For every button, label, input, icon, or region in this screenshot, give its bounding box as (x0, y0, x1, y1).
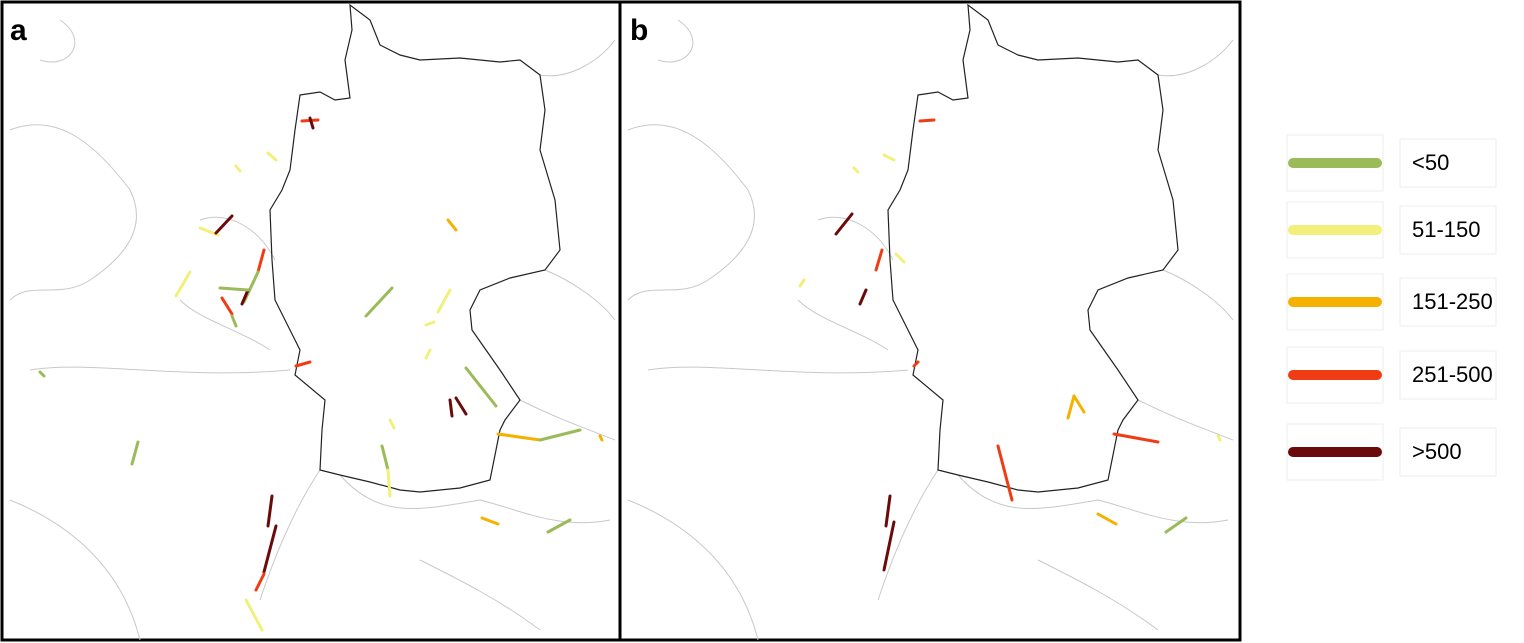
panel-label: b (630, 14, 648, 47)
legend-label: 51-150 (1412, 217, 1481, 242)
panel-frame (618, 0, 1242, 642)
legend-label: 251-500 (1412, 362, 1493, 387)
panel-label: a (10, 14, 27, 47)
legend-label-box (1399, 205, 1497, 255)
legend-label-box (1399, 427, 1497, 477)
legend-label-box (1399, 277, 1497, 327)
legend-label-box (1399, 350, 1497, 400)
basemap (9, 4, 616, 641)
basemap (627, 4, 1234, 641)
legend-label: <50 (1412, 150, 1449, 175)
legend-label: >500 (1412, 439, 1462, 464)
legend-label-box (1399, 138, 1497, 188)
legend-label: 151-250 (1412, 289, 1493, 314)
panel-frame (0, 0, 622, 642)
route-segments (38, 116, 1222, 632)
legend: <50 51-150 151-250 251-500 >500 (1286, 134, 1497, 481)
